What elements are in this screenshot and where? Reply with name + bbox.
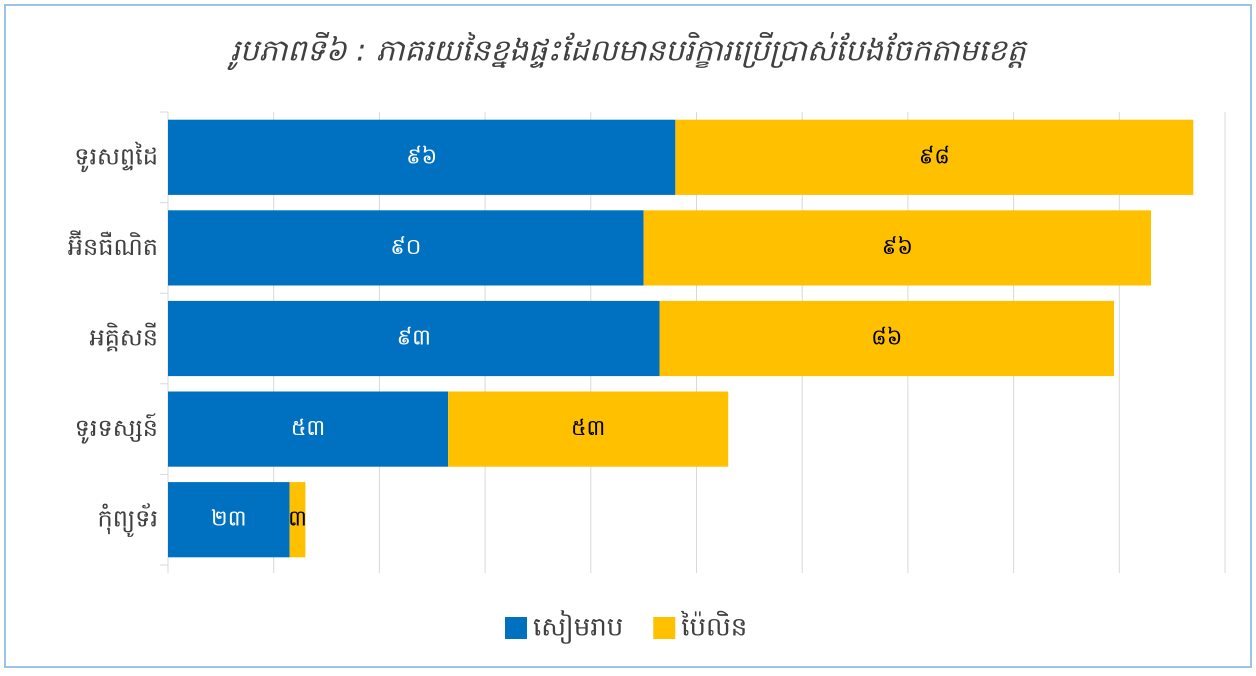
y-tick-label: អគ្គិសនី (89, 323, 158, 352)
data-label: ៩៣ (397, 326, 431, 351)
data-label: ៣ (288, 507, 307, 532)
legend-swatch (505, 617, 527, 639)
data-label: ៥៣ (291, 416, 325, 441)
bar-segment (168, 300, 660, 377)
bar-segment (448, 391, 729, 467)
bar-segment (659, 300, 1115, 377)
bar-segment (168, 119, 676, 195)
legend-label: ប៉ៃលិន (680, 611, 747, 643)
data-label: ៥៣ (571, 416, 605, 441)
bar-segment (675, 119, 1194, 195)
chart-title: រូបភាពទី៦ : ភាគរយនៃខ្នងផ្ទះដែលមានបរិក្ខា… (227, 32, 1029, 71)
bar-segment (168, 391, 449, 467)
legend-swatch (653, 617, 676, 639)
y-tick-label: អ៊ីនធឺណិត (68, 230, 158, 261)
legend-label: សៀមរាប (533, 610, 623, 645)
data-label: ៩៦ (882, 235, 913, 260)
y-tick-label: ទូរសព្ទដៃ (74, 141, 158, 172)
data-label: ៩៨ (919, 144, 950, 169)
data-label: ៨៦ (871, 326, 902, 351)
bar-segment (289, 482, 306, 558)
bar-segment (168, 482, 290, 558)
bar-segment (643, 210, 1152, 286)
bar-segment (168, 210, 644, 286)
data-label: ៩៦ (406, 144, 437, 169)
y-tick-label: ទូរទស្សន៍ (75, 413, 158, 444)
data-label: ៩០ (390, 235, 421, 260)
data-label: ២៣ (211, 507, 246, 532)
y-tick-label: កុំព្យូទ័រ (98, 503, 158, 538)
